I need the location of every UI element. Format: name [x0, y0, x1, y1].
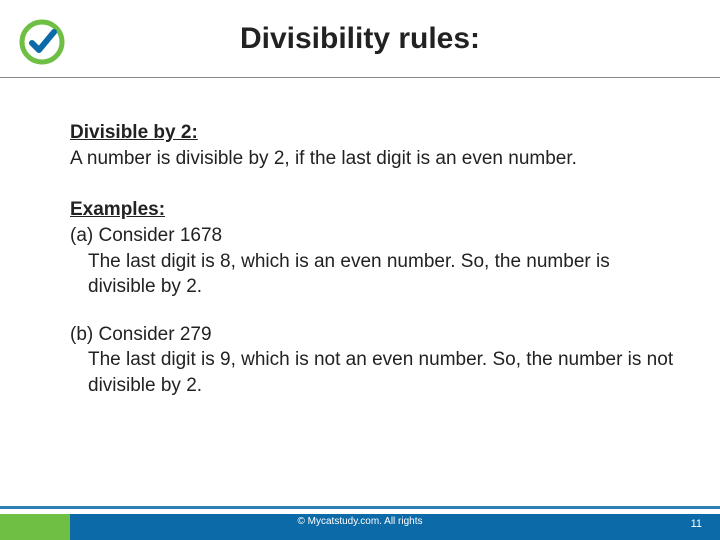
footer-topline: [0, 506, 720, 509]
rule-heading: Divisible by 2:: [70, 120, 680, 146]
content-body: Divisible by 2: A number is divisible by…: [70, 120, 680, 399]
logo: [18, 18, 66, 66]
footer: © Mycatstudy.com. All rights 11: [0, 506, 720, 540]
example-a-line1: (a) Consider 1678: [70, 223, 680, 249]
footer-copyright: © Mycatstudy.com. All rights: [0, 516, 720, 527]
slide: Divisibility rules: Divisible by 2: A nu…: [0, 0, 720, 540]
rule-text: A number is divisible by 2, if the last …: [70, 146, 680, 172]
page-title: Divisibility rules:: [0, 0, 720, 78]
example-b-line2: The last digit is 9, which is not an eve…: [70, 347, 680, 398]
examples-heading: Examples:: [70, 197, 680, 223]
example-a-line2: The last digit is 8, which is an even nu…: [70, 249, 680, 300]
footer-page-number: 11: [691, 518, 702, 530]
header: Divisibility rules:: [0, 0, 720, 78]
example-b-line1: (b) Consider 279: [70, 322, 680, 348]
checkmark-logo-icon: [18, 18, 66, 66]
